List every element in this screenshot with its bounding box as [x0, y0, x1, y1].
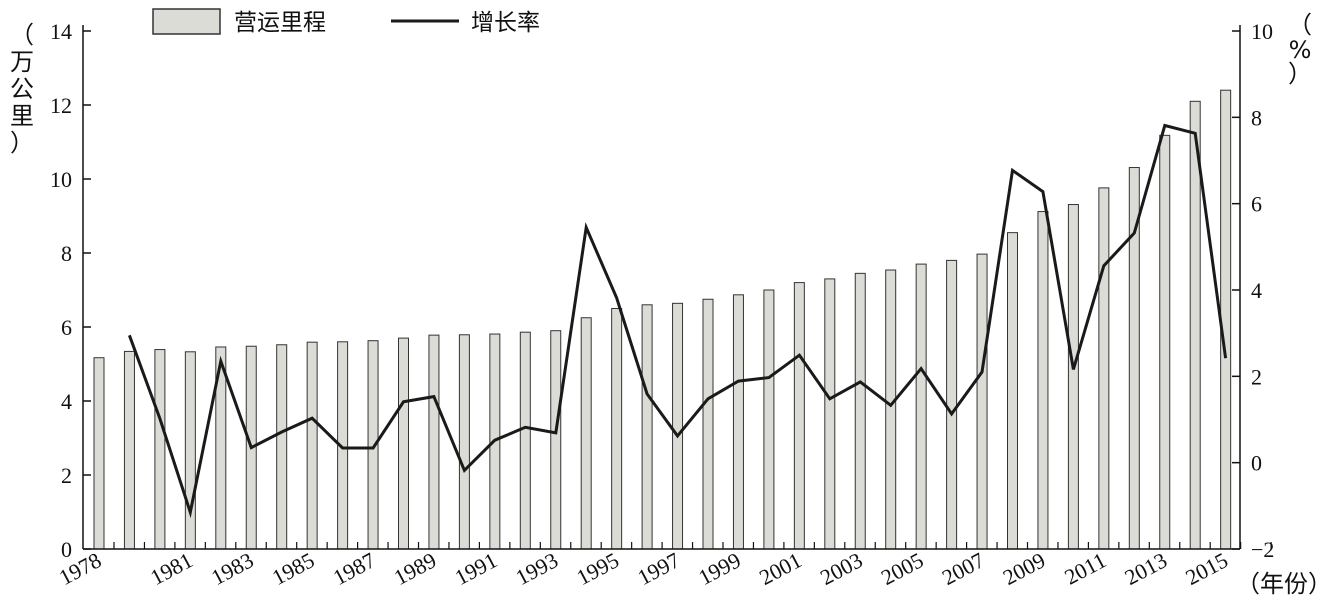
- y-left-tick-label: 6: [61, 315, 72, 340]
- y-left-title-char: 里: [10, 102, 34, 130]
- bar: [793, 282, 805, 550]
- y-axis-right-title: （ % ）: [1288, 11, 1312, 88]
- x-tick-label: 1981: [146, 547, 197, 590]
- bar: [702, 298, 714, 550]
- bar: [1037, 211, 1049, 550]
- legend-bar-label: 营运里程: [234, 10, 326, 36]
- bar: [580, 317, 592, 550]
- bar: [306, 341, 318, 550]
- y-left-title-char: ）: [10, 129, 34, 157]
- y-right-title-char: （: [1288, 11, 1312, 39]
- x-tick-label: 1989: [390, 547, 441, 590]
- bar: [763, 289, 775, 550]
- bar: [854, 272, 866, 550]
- bar: [824, 278, 836, 550]
- y-left-tick-label: 12: [50, 93, 72, 118]
- x-tick-label: 2013: [1121, 547, 1172, 590]
- bar: [184, 351, 196, 550]
- y-left-tick-label: 2: [61, 463, 72, 488]
- bar: [915, 263, 927, 550]
- bar: [611, 308, 623, 550]
- y-left-title-char: 万: [10, 48, 34, 76]
- legend: 营运里程 增长率: [152, 8, 540, 36]
- bar: [732, 294, 744, 550]
- bar: [1220, 89, 1232, 550]
- x-tick-label: 1993: [512, 547, 563, 590]
- bar-series: [93, 89, 1232, 550]
- growth-rate-line: [127, 123, 1228, 519]
- x-tick-label: 2001: [755, 547, 806, 590]
- x-tick-label: 1987: [329, 547, 380, 590]
- y-axis-left-title: （ 万 公 里 ）: [10, 21, 34, 157]
- y-right-title-char: ）: [1288, 60, 1312, 88]
- bar: [976, 253, 988, 550]
- y-right-tick-label: 8: [1251, 105, 1262, 130]
- x-tick-label: 2005: [877, 547, 928, 590]
- y-right-tick-label: 2: [1251, 364, 1262, 389]
- y-right-tick-label: 0: [1251, 451, 1262, 476]
- bar: [276, 344, 288, 550]
- bar: [946, 259, 958, 550]
- y-right-title-char: %: [1289, 36, 1312, 64]
- y-right-tick-label: 10: [1251, 19, 1273, 44]
- y-left-tick-label: 14: [50, 19, 72, 44]
- x-tick-label: 2007: [938, 547, 989, 590]
- bar: [550, 330, 562, 550]
- x-tick-label: 1983: [207, 547, 258, 590]
- bar: [519, 331, 531, 550]
- bar: [1159, 134, 1171, 550]
- y-left-tick-label: 8: [61, 241, 72, 266]
- bar: [672, 302, 684, 550]
- y-left-tick-label: 10: [50, 167, 72, 192]
- x-tick-label: 2015: [1181, 547, 1232, 590]
- bar: [428, 334, 440, 550]
- bar: [458, 334, 470, 550]
- x-tick-label: 1999: [694, 547, 745, 590]
- bar: [1067, 204, 1079, 550]
- bar: [1098, 187, 1110, 550]
- y-left-title-char: （: [10, 21, 34, 49]
- legend-line-label: 增长率: [471, 10, 540, 36]
- x-tick-label: 1997: [633, 547, 684, 590]
- legend-bar-swatch: [152, 8, 221, 35]
- y-left-tick-label: 0: [61, 537, 72, 562]
- bar: [123, 350, 135, 550]
- x-axis-unit-label: （年份）: [1236, 570, 1332, 598]
- y-left-title-char: 公: [10, 75, 34, 103]
- x-tick-label: 1995: [572, 547, 623, 590]
- x-tick-label: 1991: [451, 547, 502, 590]
- x-tick-label: 1985: [268, 547, 319, 590]
- y-right-tick-label: −2: [1251, 537, 1274, 562]
- bar: [398, 337, 409, 550]
- bar: [1007, 232, 1018, 550]
- bar: [641, 304, 653, 550]
- bar: [93, 357, 105, 550]
- x-tick-label: 2011: [1060, 547, 1110, 589]
- y-left-tick-label: 4: [61, 389, 72, 414]
- y-right-tick-label: 4: [1251, 278, 1262, 303]
- y-right-tick-label: 6: [1251, 192, 1262, 217]
- bar: [154, 349, 166, 550]
- line-series: [127, 123, 1228, 519]
- x-tick-label: 2009: [999, 547, 1050, 590]
- x-tick-label: 2003: [816, 547, 867, 590]
- bar: [885, 269, 897, 550]
